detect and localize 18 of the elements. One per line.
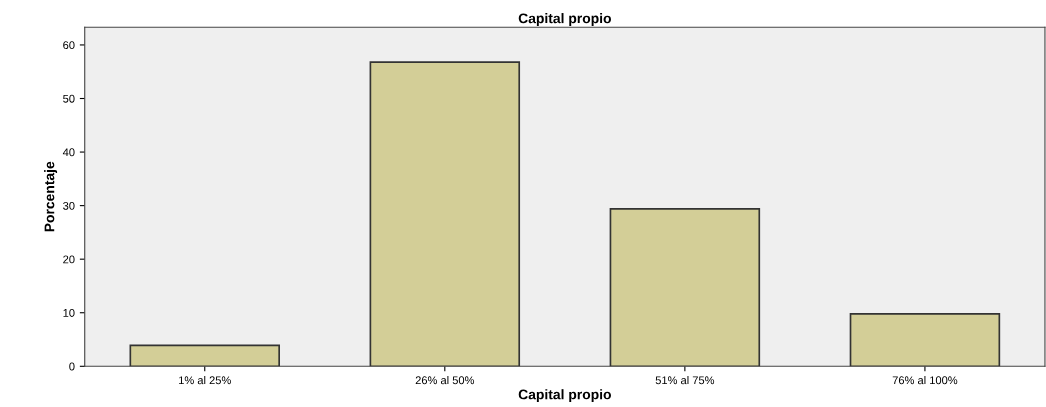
y-tick-label: 30 (63, 201, 75, 210)
y-tick-label: 50 (63, 94, 75, 103)
bar (369, 61, 521, 367)
y-tick-label: 60 (63, 41, 75, 50)
y-tick-label: 40 (62, 148, 75, 157)
x-tick-label: 1% al 25% (179, 376, 231, 385)
y-tick-label: 0 (69, 362, 75, 371)
y-tick-label: 20 (63, 255, 75, 264)
y-tick-label: 10 (63, 309, 75, 317)
bar (129, 344, 281, 367)
x-tick-label: 26% al 50% (415, 376, 475, 385)
x-tick-label: 51% al 75% (655, 376, 715, 385)
x-tick-label: 76% al 100% (892, 376, 958, 385)
x-axis-title: Capital propio (518, 389, 611, 403)
bar (609, 208, 761, 367)
y-axis-title: Porcentaje (44, 161, 58, 232)
bar (849, 312, 1001, 367)
chart-title: Capital propio (518, 13, 611, 26)
